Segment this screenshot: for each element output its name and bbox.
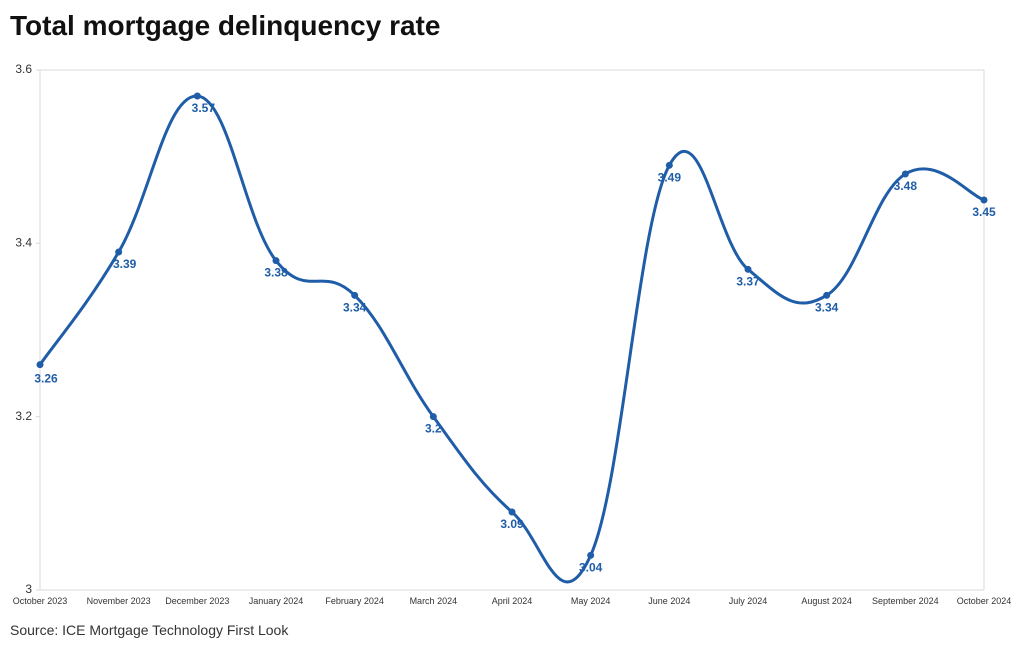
data-point [981,197,988,204]
svg-text:March 2024: March 2024 [410,596,458,606]
data-point [745,266,752,273]
data-point [509,509,516,516]
chart-container: Total mortgage delinquency rate 33.23.43… [0,0,1020,650]
svg-text:October 2023: October 2023 [13,596,68,606]
data-point [351,292,358,299]
data-label: 3.38 [264,266,288,280]
svg-text:September 2024: September 2024 [872,596,939,606]
data-label: 3.39 [113,257,137,271]
data-label: 3.48 [894,179,918,193]
data-label: 3.57 [192,101,216,115]
chart-area: 3 3.2 3.4 3.6 October 2023 November 2023 Decem… [0,50,1020,610]
data-point [194,93,201,100]
svg-text:October 2024: October 2024 [957,596,1012,606]
data-label: 3.45 [972,205,996,219]
data-label: 3.09 [500,517,524,531]
chart-title: Total mortgage delinquency rate [10,10,440,42]
svg-text:August 2024: August 2024 [801,596,852,606]
svg-text:January 2024: January 2024 [249,596,304,606]
data-point [115,249,122,256]
data-label: 3.49 [658,170,682,184]
data-label: 3.26 [34,372,58,386]
data-point [823,292,830,299]
data-label: 3.04 [579,560,603,574]
chart-source: Source: ICE Mortgage Technology First Lo… [10,622,288,638]
svg-text:3.6: 3.6 [15,62,32,76]
svg-text:February 2024: February 2024 [325,596,384,606]
data-label: 3.34 [343,300,367,314]
data-point [430,413,437,420]
data-point [587,552,594,559]
data-point [666,162,673,169]
svg-text:April 2024: April 2024 [492,596,533,606]
svg-text:November 2023: November 2023 [87,596,151,606]
svg-text:3.4: 3.4 [15,236,32,250]
svg-text:June 2024: June 2024 [648,596,690,606]
svg-text:July 2024: July 2024 [729,596,768,606]
svg-text:3.2: 3.2 [15,409,32,423]
svg-text:May 2024: May 2024 [571,596,611,606]
data-point [902,171,909,178]
data-label: 3.34 [815,300,839,314]
line-chart-svg: 3 3.2 3.4 3.6 October 2023 November 2023 Decem… [0,50,1020,610]
data-label: 3.37 [736,274,760,288]
data-point [273,257,280,264]
svg-text:December 2023: December 2023 [165,596,229,606]
data-point [37,361,44,368]
data-label: 3.2 [425,422,442,436]
svg-text:3: 3 [25,582,32,596]
